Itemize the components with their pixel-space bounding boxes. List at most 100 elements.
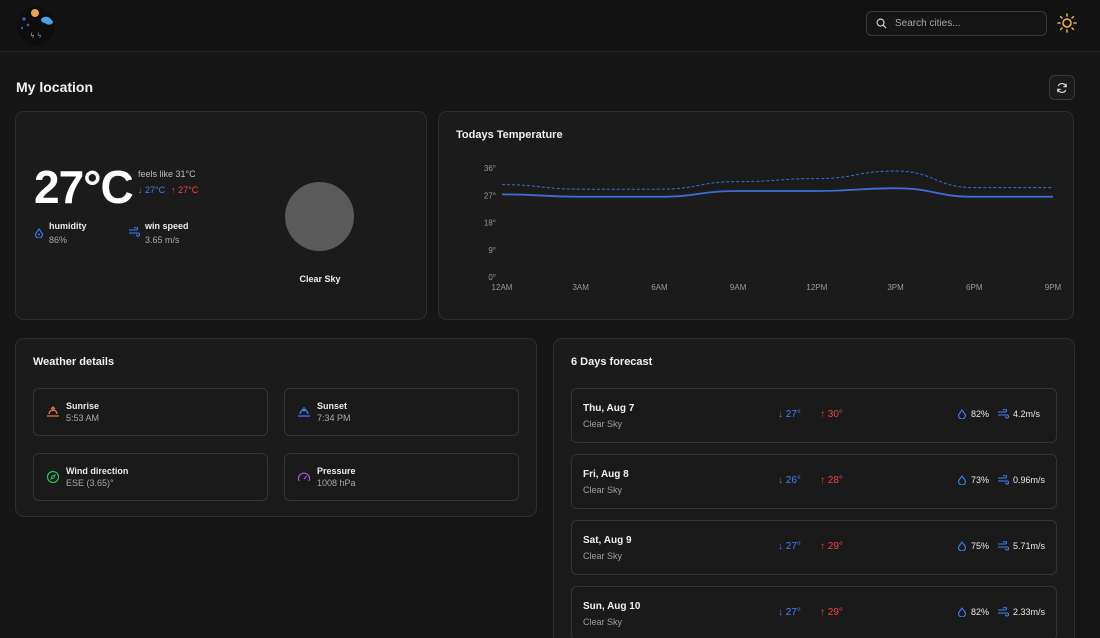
forecast-row[interactable]: Thu, Aug 7 Clear Sky ↓ 27° ↑ 30° 82% 4.2…: [571, 388, 1057, 443]
min-temperature: ↓ 27°C: [138, 185, 166, 195]
forecast-row[interactable]: Sun, Aug 10 Clear Sky ↓ 27° ↑ 29° 82% 2.…: [571, 586, 1057, 638]
forecast-day: Sun, Aug 10: [583, 601, 641, 612]
humidity-icon: [957, 607, 967, 617]
arrow-down-icon: ↓: [778, 409, 783, 420]
wind-icon: [997, 541, 1009, 551]
x-tick-label: 3AM: [572, 283, 589, 292]
wind-speed-stat: win speed 3.65 m/s: [128, 221, 189, 245]
sunset-label: Sunset: [317, 401, 348, 411]
humidity-icon: [957, 541, 967, 551]
forecast-humidity: 82%: [957, 409, 989, 419]
wind-icon: [997, 475, 1009, 485]
sunrise-tile: Sunrise 5:53 AM: [33, 388, 268, 436]
arrow-up-icon: ↑: [820, 409, 825, 420]
pressure-tile: Pressure 1008 hPa: [284, 453, 519, 501]
wind-speed-value: 3.65 m/s: [145, 235, 180, 245]
forecast-day: Sat, Aug 9: [583, 535, 632, 546]
weather-details-title: Weather details: [33, 356, 115, 368]
search-icon: [876, 18, 887, 29]
arrow-down-icon: ↓: [778, 541, 783, 552]
sunrise-value: 5:53 AM: [66, 413, 100, 423]
wind-speed-label: win speed: [145, 221, 189, 231]
humidity-icon: [957, 475, 967, 485]
forecast-humidity: 82%: [957, 607, 989, 617]
x-tick-label: 6AM: [651, 283, 668, 292]
weather-logo-icon[interactable]: ϟ ϟ: [16, 6, 56, 46]
arrow-down-icon: ↓: [778, 607, 783, 618]
forecast-humidity: 73%: [957, 475, 989, 485]
forecast-day: Thu, Aug 7: [583, 403, 635, 414]
current-temperature: 27°C: [34, 161, 134, 213]
sunset-icon: [297, 406, 311, 418]
forecast-high: ↑ 28°: [820, 475, 843, 486]
x-tick-label: 3PM: [887, 283, 904, 292]
search-box[interactable]: [866, 11, 1047, 36]
forecast-row[interactable]: Fri, Aug 8 Clear Sky ↓ 26° ↑ 28° 73% 0.9…: [571, 454, 1057, 509]
forecast-wind: 4.2m/s: [997, 409, 1040, 419]
pressure-label: Pressure: [317, 466, 356, 476]
wind-direction-label: Wind direction: [66, 466, 129, 476]
humidity-value: 86%: [49, 235, 68, 245]
sunrise-label: Sunrise: [66, 401, 100, 411]
x-tick-label: 12AM: [492, 283, 513, 292]
forecast-wind: 0.96m/s: [997, 475, 1045, 485]
forecast-high: ↑ 30°: [820, 409, 843, 420]
forecast-low: ↓ 27°: [778, 541, 801, 552]
top-bar: ϟ ϟ: [0, 0, 1100, 52]
temperature-line: [501, 187, 1053, 198]
forecast-condition: Clear Sky: [583, 419, 623, 429]
gauge-icon: [297, 471, 311, 483]
arrow-up-icon: ↑: [820, 475, 825, 486]
weather-condition-icon: [285, 182, 354, 251]
humidity-stat: humidity 86%: [34, 221, 87, 245]
forecast-low: ↓ 27°: [778, 607, 801, 618]
weather-condition: Clear Sky: [299, 274, 341, 284]
temperature-chart: 0° 9° 18° 27° 36° 12AM 3AM 6AM 9AM 12PM 3PM 6PM 9PM: [484, 164, 1062, 292]
wind-icon: [997, 409, 1009, 419]
page-title: My location: [16, 79, 94, 95]
refresh-icon: [1056, 82, 1068, 94]
temperature-chart-card: Todays Temperature 0° 9° 18° 27° 36° 12AM 3AM 6…: [438, 111, 1074, 320]
refresh-button[interactable]: [1049, 75, 1075, 100]
pressure-value: 1008 hPa: [317, 478, 356, 488]
y-tick-label: 27°: [484, 191, 496, 200]
forecast-title: 6 Days forecast: [571, 356, 653, 368]
arrow-up-icon: ↑: [820, 541, 825, 552]
arrow-up-icon: ↑: [820, 607, 825, 618]
x-tick-label: 12PM: [806, 283, 827, 292]
weather-details-card: Weather details Sunrise 5:53 AM Sunset 7…: [15, 338, 537, 517]
y-tick-label: 18°: [484, 219, 496, 228]
forecast-day: Fri, Aug 8: [583, 469, 629, 480]
arrow-down-icon: ↓: [138, 185, 143, 195]
current-weather-card: 27°C feels like 31°C ↓ 27°C ↑ 27°C humid…: [15, 111, 427, 320]
arrow-down-icon: ↓: [778, 475, 783, 486]
forecast-row[interactable]: Sat, Aug 9 Clear Sky ↓ 27° ↑ 29° 75% 5.7…: [571, 520, 1057, 575]
forecast-card: 6 Days forecast Thu, Aug 7 Clear Sky ↓ 2…: [553, 338, 1075, 638]
humidity-icon: [34, 228, 44, 245]
wind-icon: [128, 227, 140, 245]
humidity-icon: [957, 409, 967, 419]
humidity-label: humidity: [49, 221, 87, 231]
wind-direction-tile: Wind direction ESE (3.65)°: [33, 453, 268, 501]
forecast-wind: 5.71m/s: [997, 541, 1045, 551]
svg-text:ϟ: ϟ: [30, 32, 35, 40]
feels-like-line: [501, 170, 1053, 190]
max-temperature: ↑ 27°C: [171, 185, 199, 195]
temperature-chart-title: Todays Temperature: [456, 129, 563, 141]
forecast-humidity: 75%: [957, 541, 989, 551]
sunrise-icon: [46, 406, 60, 418]
forecast-low: ↓ 27°: [778, 409, 801, 420]
forecast-wind: 2.33m/s: [997, 607, 1045, 617]
wind-icon: [997, 607, 1009, 617]
wind-direction-value: ESE (3.65)°: [66, 478, 114, 488]
svg-text:ϟ: ϟ: [37, 32, 42, 40]
x-tick-label: 9AM: [730, 283, 747, 292]
min-max-temperature: ↓ 27°C ↑ 27°C: [138, 185, 198, 195]
x-tick-label: 9PM: [1045, 283, 1062, 292]
search-input[interactable]: [895, 18, 1035, 29]
forecast-condition: Clear Sky: [583, 485, 623, 495]
compass-icon: [46, 470, 60, 484]
y-tick-label: 0°: [488, 273, 496, 282]
forecast-high: ↑ 29°: [820, 607, 843, 618]
sun-icon[interactable]: [1056, 12, 1078, 34]
